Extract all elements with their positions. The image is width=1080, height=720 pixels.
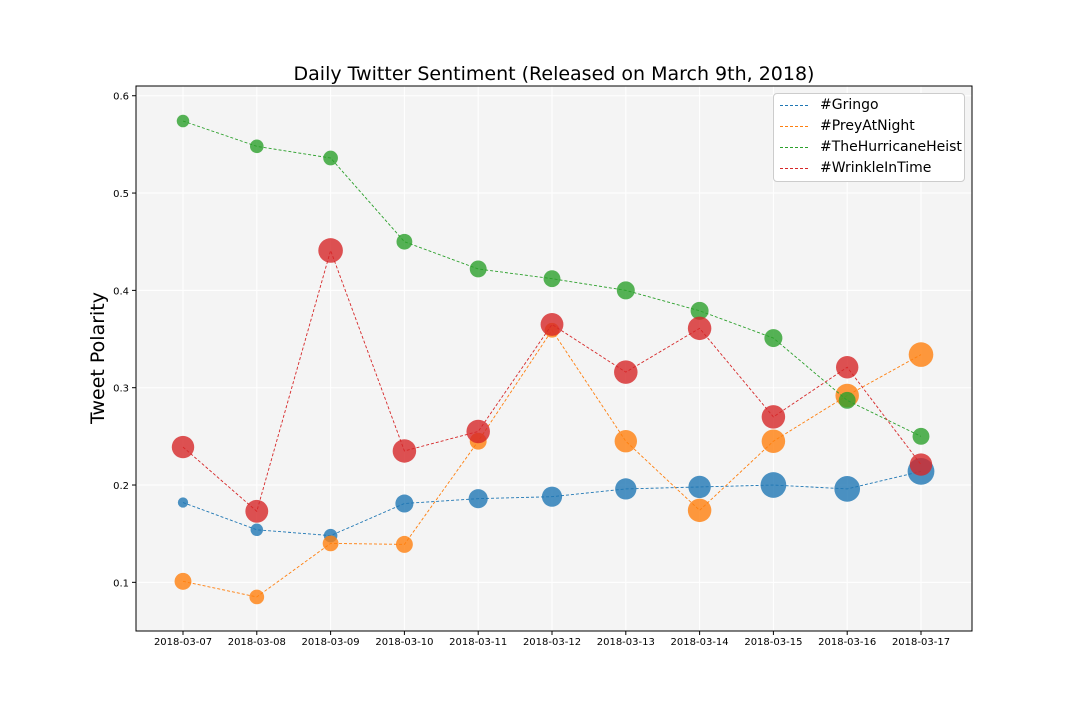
legend-item: #TheHurricaneHeist xyxy=(780,137,962,157)
legend-item: #PreyAtNight xyxy=(780,116,915,136)
x-tick-label: 2018-03-15 xyxy=(744,637,802,648)
y-tick-label: 0.2 xyxy=(113,481,129,492)
legend-swatch xyxy=(780,125,808,127)
data-point xyxy=(761,429,786,453)
y-tick-label: 0.6 xyxy=(113,92,129,103)
data-point xyxy=(395,535,413,553)
data-point xyxy=(909,453,933,476)
legend-swatch xyxy=(780,167,808,169)
data-point xyxy=(392,439,417,463)
legend: #Gringo #PreyAtNight #TheHurricaneHeist … xyxy=(773,93,965,182)
data-point xyxy=(614,430,637,453)
x-tick-label: 2018-03-16 xyxy=(818,637,876,648)
x-tick-label: 2018-03-14 xyxy=(671,637,729,648)
data-point xyxy=(687,316,712,341)
data-point xyxy=(912,427,930,445)
data-point xyxy=(615,478,637,500)
data-point xyxy=(249,139,264,154)
grid-lines xyxy=(136,86,972,631)
legend-label: #WrinkleInTime xyxy=(820,160,932,176)
legend-item: #WrinkleInTime xyxy=(780,158,931,178)
y-axis-label: Tweet Polarity xyxy=(87,292,109,425)
data-point xyxy=(688,475,711,499)
data-point xyxy=(174,572,192,590)
data-point xyxy=(908,342,934,367)
data-point xyxy=(396,233,413,250)
data-point xyxy=(614,360,638,384)
x-tick-label: 2018-03-13 xyxy=(597,637,655,648)
data-point xyxy=(836,356,859,379)
x-tick-label: 2018-03-17 xyxy=(892,637,950,648)
data-point xyxy=(250,523,264,537)
chart-title: Daily Twitter Sentiment (Released on Mar… xyxy=(294,63,815,85)
x-tick-label: 2018-03-11 xyxy=(449,637,507,648)
data-point xyxy=(543,270,561,288)
series-layer xyxy=(171,114,935,605)
data-point xyxy=(690,301,709,320)
series-line-3 xyxy=(182,249,922,513)
data-point xyxy=(176,114,190,128)
data-point xyxy=(541,486,563,507)
data-point xyxy=(322,535,339,552)
x-tick-label: 2018-03-10 xyxy=(375,637,433,648)
data-point xyxy=(323,150,338,166)
data-point xyxy=(466,419,490,444)
data-point xyxy=(616,281,635,300)
data-point xyxy=(468,489,488,509)
y-tick-label: 0.3 xyxy=(113,384,129,395)
y-tick-label: 0.4 xyxy=(113,286,129,297)
legend-label: #TheHurricaneHeist xyxy=(820,139,962,155)
data-point xyxy=(249,589,265,605)
x-tick-label: 2018-03-12 xyxy=(523,637,581,648)
legend-swatch xyxy=(780,146,808,148)
data-point xyxy=(395,494,414,513)
legend-label: #PreyAtNight xyxy=(820,118,915,134)
data-point xyxy=(838,391,856,409)
data-point xyxy=(245,499,269,523)
data-point xyxy=(761,405,786,429)
data-point xyxy=(760,472,787,498)
x-tick-label: 2018-03-09 xyxy=(302,637,360,648)
x-axis: 2018-03-07 2018-03-08 2018-03-09 2018-03-10… xyxy=(154,631,950,648)
data-point xyxy=(540,313,564,336)
x-tick-label: 2018-03-08 xyxy=(228,637,286,648)
legend-swatch xyxy=(780,104,808,106)
plot-area-frame xyxy=(135,85,973,632)
legend-item: #Gringo xyxy=(780,95,879,115)
data-point xyxy=(834,476,861,502)
y-tick-label: 0.5 xyxy=(113,189,129,200)
data-point xyxy=(171,435,195,459)
data-point xyxy=(687,498,712,523)
legend-label: #Gringo xyxy=(820,97,879,113)
data-point xyxy=(318,238,343,263)
data-point xyxy=(764,329,783,348)
data-point xyxy=(469,260,487,278)
y-tick-label: 0.1 xyxy=(113,578,129,589)
data-point xyxy=(177,497,189,508)
x-tick-label: 2018-03-07 xyxy=(154,637,212,648)
y-axis: 0.1 0.2 0.3 0.4 0.5 0.6 xyxy=(113,92,136,589)
